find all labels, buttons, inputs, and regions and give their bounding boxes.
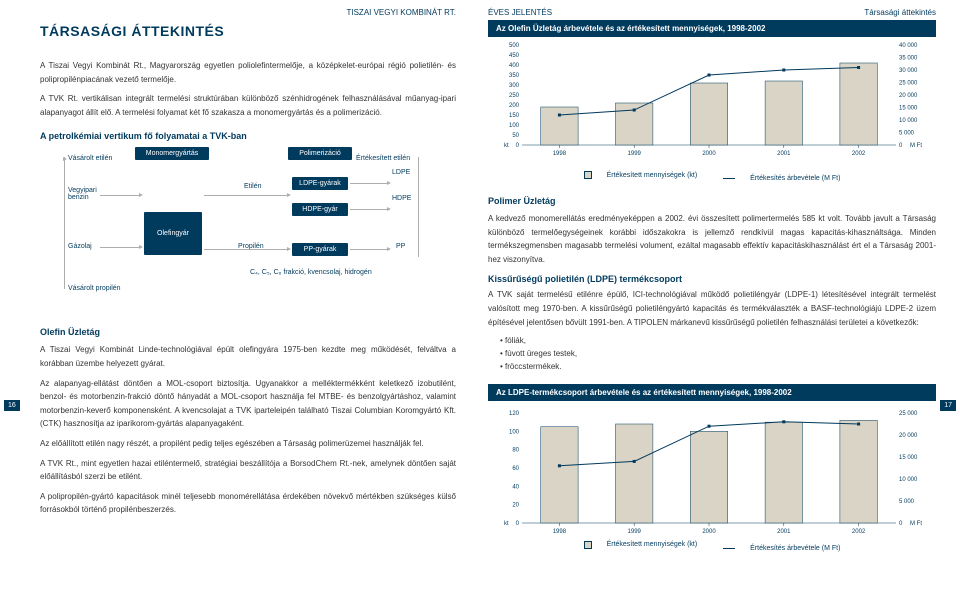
svg-text:10 000: 10 000 — [899, 118, 918, 124]
svg-text:2002: 2002 — [852, 151, 866, 157]
para-6: A TVK Rt., mint egyetlen hazai etilénter… — [40, 457, 456, 484]
svg-text:500: 500 — [509, 43, 520, 49]
section-polimer-title: Polimer Üzletág — [488, 196, 936, 206]
chart2-legend: Értékesített mennyiségek (kt) Értékesíté… — [488, 541, 936, 552]
svg-text:30 000: 30 000 — [899, 68, 918, 74]
flow-in-etilen: Vásárolt etilén — [68, 155, 112, 162]
svg-text:0: 0 — [516, 521, 520, 527]
svg-text:450: 450 — [509, 53, 520, 59]
para-5: Az előállított etilén nagy részét, a pro… — [40, 437, 456, 451]
para-3: A Tiszai Vegyi Kombinát Linde-technológi… — [40, 343, 456, 370]
svg-text:M Ft: M Ft — [910, 143, 922, 149]
flow-in-gazolaj: Gázolaj — [68, 243, 92, 250]
flow-out-hdpe: HDPE — [392, 195, 411, 202]
svg-text:15 000: 15 000 — [899, 455, 918, 461]
svg-text:kt: kt — [504, 521, 509, 527]
chart1-title: Az Olefin Üzletág árbevétele és az érték… — [488, 20, 936, 37]
svg-text:1999: 1999 — [628, 529, 642, 535]
svg-text:2001: 2001 — [777, 151, 791, 157]
header-report: ÉVES JELENTÉS — [488, 8, 552, 17]
bullet-3: • fröccstermékek. — [500, 361, 936, 374]
page-num-right: 17 — [940, 400, 956, 411]
svg-text:80: 80 — [512, 447, 519, 453]
svg-text:1998: 1998 — [553, 529, 567, 535]
flow-title: A petrolkémiai vertikum fő folyamatai a … — [40, 131, 456, 141]
flow-ert-etilen: Értékesített etilén — [356, 155, 410, 162]
svg-text:100: 100 — [509, 429, 520, 435]
svg-text:200: 200 — [509, 103, 520, 109]
flow-in-propilen: Vásárolt propilén — [68, 285, 121, 292]
main-title: TÁRSASÁGI ÁTTEKINTÉS — [40, 23, 456, 39]
header-section: Társasági áttekintés — [864, 8, 936, 17]
svg-text:350: 350 — [509, 73, 520, 79]
svg-text:M Ft: M Ft — [910, 521, 922, 527]
bullet-list: • fóliák, • fúvott üreges testek, • fröc… — [500, 335, 936, 373]
svg-text:0: 0 — [899, 521, 903, 527]
para-2: A TVK Rt. vertikálisan integrált termelé… — [40, 92, 456, 119]
flow-in-benzin: Vegyipari benzin — [68, 187, 97, 201]
svg-text:40: 40 — [512, 484, 519, 490]
svg-text:20 000: 20 000 — [899, 433, 918, 439]
flow-hdpe-box: HDPE-gyár — [292, 203, 348, 216]
svg-text:0: 0 — [516, 143, 520, 149]
header-company: TISZAI VEGYI KOMBINÁT RT. — [40, 8, 456, 17]
chart1: 50045040035030025020015010050040 00035 0… — [488, 41, 936, 161]
chart2-title: Az LDPE-termékcsoport árbevétele és az é… — [488, 384, 936, 401]
svg-text:1998: 1998 — [553, 151, 567, 157]
svg-text:50: 50 — [512, 133, 519, 139]
page-num-left: 16 — [4, 400, 20, 411]
para-1: A Tiszai Vegyi Kombinát Rt., Magyarorszá… — [40, 59, 456, 86]
svg-text:35 000: 35 000 — [899, 56, 918, 62]
bullet-2: • fúvott üreges testek, — [500, 348, 936, 361]
flow-ldpe-box: LDPE-gyárak — [292, 177, 348, 190]
chart2: 120 100 80 60 40 20 0 25 000 20 000 15 000 10 000 5… — [488, 409, 936, 539]
svg-text:20: 20 — [512, 502, 519, 508]
flow-polimer-box: Polimerizáció — [288, 147, 352, 160]
svg-text:250: 250 — [509, 93, 520, 99]
svg-text:0: 0 — [899, 143, 903, 149]
flow-out-ldpe: LDPE — [392, 169, 410, 176]
flow-monomer-box: Monomergyártás — [135, 147, 209, 160]
svg-text:40 000: 40 000 — [899, 43, 918, 49]
svg-text:5 000: 5 000 — [899, 499, 915, 505]
svg-text:kt: kt — [504, 143, 509, 149]
svg-text:300: 300 — [509, 83, 520, 89]
svg-text:100: 100 — [509, 123, 520, 129]
svg-text:20 000: 20 000 — [899, 93, 918, 99]
svg-text:2001: 2001 — [777, 529, 791, 535]
svg-text:120: 120 — [509, 411, 520, 417]
svg-text:2002: 2002 — [852, 529, 866, 535]
svg-text:2000: 2000 — [702, 529, 716, 535]
svg-text:400: 400 — [509, 63, 520, 69]
para-4: Az alapanyag-ellátást döntően a MOL-csop… — [40, 377, 456, 431]
svg-text:10 000: 10 000 — [899, 477, 918, 483]
svg-text:25 000: 25 000 — [899, 81, 918, 87]
flow-pp-box: PP-gyárak — [292, 243, 348, 256]
flow-out-pp: PP — [396, 243, 405, 250]
flow-etilen-label: Etilén — [244, 183, 262, 190]
svg-text:25 000: 25 000 — [899, 411, 918, 417]
para-r1: A kedvező monomerellátás eredményeképpen… — [488, 212, 936, 266]
section-ldpe-title: Kissűrűségű polietilén (LDPE) termékcsop… — [488, 274, 936, 284]
bullet-1: • fóliák, — [500, 335, 936, 348]
svg-text:1999: 1999 — [628, 151, 642, 157]
svg-text:60: 60 — [512, 466, 519, 472]
para-7: A polipropilén-gyártó kapacitások minél … — [40, 490, 456, 517]
para-r2: A TVK saját termelésű etilénre épülő, IC… — [488, 288, 936, 329]
section-olefin-title: Olefin Üzletág — [40, 327, 456, 337]
chart1-legend: Értékesített mennyiségek (kt) Értékesíté… — [488, 171, 936, 182]
svg-text:15 000: 15 000 — [899, 106, 918, 112]
flow-olefin-box: Olefingyár — [144, 212, 202, 255]
flow-bottom-label: C₄, C₅, C₆ frakció, kvencsolaj, hidrogén — [250, 269, 372, 276]
flow-diagram: Monomergyártás Polimerizáció Olefingyár … — [40, 147, 456, 317]
svg-text:2000: 2000 — [702, 151, 716, 157]
svg-text:150: 150 — [509, 113, 520, 119]
svg-text:5 000: 5 000 — [899, 131, 915, 137]
